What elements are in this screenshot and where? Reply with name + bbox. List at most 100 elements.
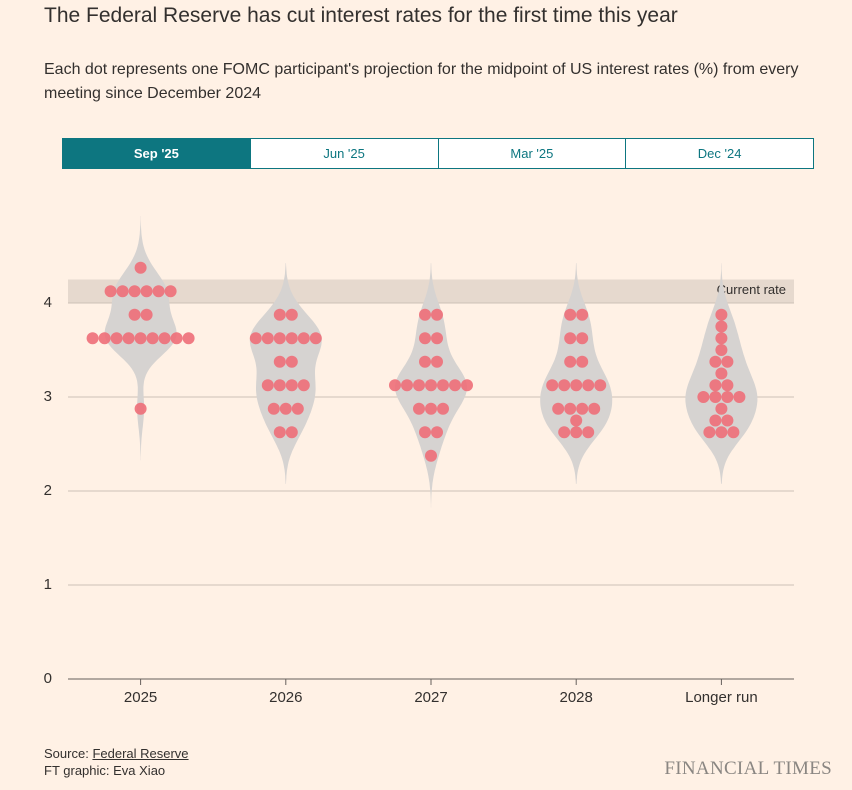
- dot: [273, 426, 286, 439]
- dot: [461, 379, 473, 392]
- dot: [140, 285, 153, 298]
- source-link[interactable]: Federal Reserve: [92, 746, 189, 761]
- dot: [588, 402, 601, 415]
- dot: [564, 308, 577, 321]
- dot: [401, 379, 413, 392]
- dot: [594, 379, 607, 392]
- credit: FT graphic: Eva Xiao: [44, 763, 166, 778]
- dot: [128, 308, 141, 321]
- dot: [697, 391, 710, 403]
- y-tick-label: 2: [44, 482, 52, 499]
- dot: [715, 367, 728, 380]
- x-tick-label: 2025: [124, 689, 157, 706]
- tab[interactable]: Sep '25: [63, 139, 250, 168]
- dot: [431, 355, 443, 368]
- dot: [715, 320, 728, 333]
- x-tick-label: 2026: [269, 689, 302, 706]
- dot: [431, 426, 443, 439]
- dot: [170, 332, 183, 345]
- dot: [291, 402, 304, 415]
- dot: [721, 355, 734, 368]
- dot: [134, 261, 147, 274]
- y-tick-label: 4: [44, 294, 52, 311]
- dot: [576, 355, 589, 368]
- dot: [576, 332, 589, 345]
- dot: [128, 285, 141, 298]
- dot: [104, 285, 117, 298]
- dot: [715, 402, 728, 415]
- dot: [146, 332, 159, 345]
- violin: [540, 263, 613, 484]
- violin: [249, 263, 322, 484]
- dot: [449, 379, 461, 392]
- tab[interactable]: Jun '25: [249, 139, 438, 168]
- dot: [140, 308, 153, 321]
- dot: [733, 391, 746, 403]
- dot: [558, 379, 571, 392]
- dot: [564, 402, 577, 415]
- dot: [273, 332, 286, 345]
- dot: [273, 379, 286, 392]
- dot: [413, 379, 425, 392]
- dot: [419, 426, 431, 439]
- dot: [267, 402, 280, 415]
- dot: [389, 379, 401, 392]
- dot: [309, 332, 322, 345]
- tab[interactable]: Dec '24: [625, 139, 813, 168]
- dot: [727, 426, 740, 439]
- dot: [715, 344, 728, 356]
- dot: [297, 379, 310, 392]
- dot: [134, 332, 147, 345]
- dot: [285, 426, 298, 439]
- tab[interactable]: Mar '25: [437, 139, 626, 168]
- dot: [721, 391, 734, 403]
- dot: [86, 332, 99, 345]
- x-tick-label: 2027: [414, 689, 447, 706]
- dot: [297, 332, 310, 345]
- dot: [261, 332, 274, 345]
- dot: [419, 308, 431, 321]
- dot: [413, 402, 425, 415]
- dot: [437, 379, 449, 392]
- dot: [709, 391, 722, 403]
- dot: [570, 426, 583, 439]
- logo: FINANCIAL TIMES: [664, 758, 832, 779]
- dot: [249, 332, 262, 345]
- dot: [158, 332, 171, 345]
- dot: [261, 379, 274, 392]
- dot: [703, 426, 716, 439]
- dot: [285, 308, 298, 321]
- dot: [182, 332, 195, 345]
- dot: [564, 332, 577, 345]
- dot: [709, 355, 722, 368]
- dot: [164, 285, 177, 298]
- band-label: Current rate: [717, 282, 786, 297]
- dot: [285, 355, 298, 368]
- dot: [116, 285, 129, 298]
- dot: [425, 402, 437, 415]
- dot: [576, 402, 589, 415]
- dot: [709, 379, 722, 392]
- dot: [273, 355, 286, 368]
- dot: [273, 308, 286, 321]
- dot: [582, 426, 595, 439]
- dot: [285, 332, 298, 345]
- dot: [431, 332, 443, 345]
- dot: [715, 308, 728, 321]
- source-label: Source:: [44, 746, 89, 761]
- x-tick-label: Longer run: [685, 689, 758, 706]
- subtitle: Each dot represents one FOMC participant…: [44, 61, 799, 102]
- dot: [715, 426, 728, 439]
- dot: [709, 414, 722, 427]
- dot: [285, 379, 298, 392]
- dot: [431, 308, 443, 321]
- dot: [279, 402, 292, 415]
- dot: [715, 332, 728, 345]
- dot: [437, 402, 449, 415]
- dot: [564, 355, 577, 368]
- dot: [122, 332, 135, 345]
- y-tick-label: 1: [44, 576, 52, 593]
- dot: [110, 332, 123, 345]
